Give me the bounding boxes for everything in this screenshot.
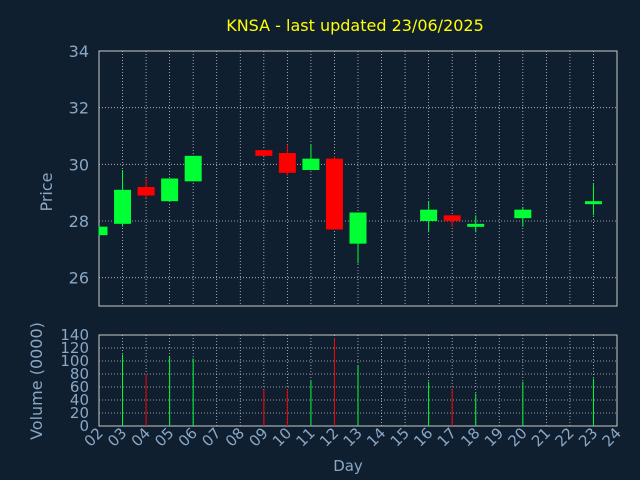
candle-body bbox=[420, 209, 438, 221]
candle-body bbox=[278, 153, 296, 173]
candle-body bbox=[349, 212, 367, 244]
candle-body bbox=[114, 189, 132, 224]
candle-body bbox=[467, 223, 485, 227]
candle-body bbox=[325, 158, 343, 230]
x-tick-label: 20 bbox=[504, 424, 530, 450]
x-tick-labels: 0203040506070809101112131415161718192021… bbox=[81, 424, 625, 450]
candle-body bbox=[302, 158, 320, 170]
chart-title: KNSA - last updated 23/06/2025 bbox=[226, 16, 484, 35]
price-tick-label: 34 bbox=[69, 42, 89, 61]
candle-body bbox=[443, 215, 461, 221]
x-tick-label: 18 bbox=[457, 424, 483, 450]
volume-tick-label: 120 bbox=[60, 339, 89, 357]
x-tick-label: 23 bbox=[575, 424, 601, 450]
x-tick-label: 13 bbox=[340, 424, 366, 450]
x-axis-label: Day bbox=[333, 457, 363, 475]
volume-tick-label: 100 bbox=[60, 352, 89, 370]
price-tick-label: 30 bbox=[69, 155, 89, 174]
volume-tick-label: 60 bbox=[70, 378, 89, 396]
candles bbox=[98, 144, 602, 264]
x-tick-label: 09 bbox=[245, 424, 271, 450]
x-tick-label: 06 bbox=[175, 424, 201, 450]
x-tick-label: 08 bbox=[222, 424, 248, 450]
price-tick-label: 28 bbox=[69, 212, 89, 231]
price-tick-label: 26 bbox=[69, 269, 89, 288]
x-tick-label: 03 bbox=[104, 424, 130, 450]
x-tick-label: 14 bbox=[363, 424, 389, 450]
x-tick-label: 21 bbox=[528, 424, 554, 450]
volume-tick-label: 20 bbox=[70, 404, 89, 422]
candle-body bbox=[514, 209, 532, 219]
volume-tick-label: 140 bbox=[60, 326, 89, 344]
x-tick-label: 19 bbox=[481, 424, 507, 450]
price-tick-labels: 26 28 30 32 34 bbox=[69, 42, 89, 288]
volume-tick-label: 0 bbox=[79, 417, 89, 435]
x-tick-label: 07 bbox=[198, 424, 224, 450]
price-tick-label: 32 bbox=[69, 99, 89, 118]
candle-body bbox=[161, 178, 179, 202]
candle-body bbox=[99, 226, 108, 236]
x-tick-label: 16 bbox=[410, 424, 436, 450]
x-tick-label: 22 bbox=[552, 424, 578, 450]
x-tick-label: 10 bbox=[269, 424, 295, 450]
candle-body bbox=[137, 187, 155, 196]
x-tick-label: 05 bbox=[151, 424, 177, 450]
volume-axis-label: Volume (0000) bbox=[27, 322, 46, 440]
candle-body bbox=[584, 201, 602, 205]
volume-bars bbox=[122, 338, 594, 426]
x-tick-label: 11 bbox=[293, 424, 319, 450]
price-axis-label: Price bbox=[37, 172, 56, 211]
x-tick-label: 24 bbox=[599, 424, 625, 450]
candle-body bbox=[255, 150, 273, 156]
volume-tick-label: 80 bbox=[70, 365, 89, 383]
x-tick-label: 17 bbox=[434, 424, 460, 450]
candle-body bbox=[184, 155, 202, 182]
volume-tick-label: 40 bbox=[70, 391, 89, 409]
x-tick-label: 12 bbox=[316, 424, 342, 450]
x-tick-label: 15 bbox=[387, 424, 413, 450]
x-tick-label: 04 bbox=[128, 424, 154, 450]
